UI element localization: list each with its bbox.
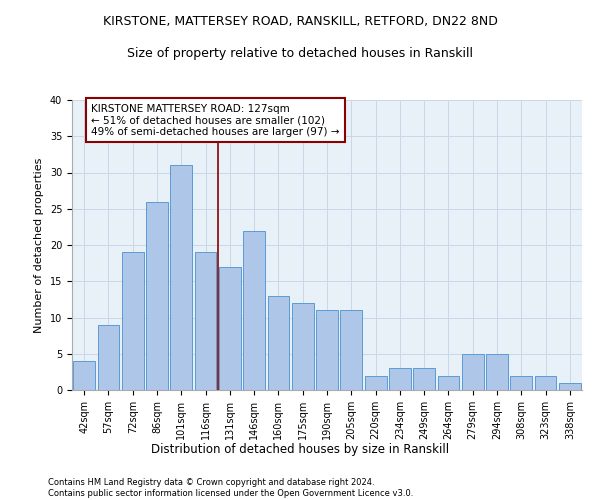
Text: KIRSTONE MATTERSEY ROAD: 127sqm
← 51% of detached houses are smaller (102)
49% o: KIRSTONE MATTERSEY ROAD: 127sqm ← 51% of… — [91, 104, 340, 137]
Bar — [194, 252, 217, 390]
Bar — [122, 252, 143, 390]
Text: KIRSTONE, MATTERSEY ROAD, RANSKILL, RETFORD, DN22 8ND: KIRSTONE, MATTERSEY ROAD, RANSKILL, RETF… — [103, 15, 497, 28]
Bar — [535, 376, 556, 390]
Bar — [243, 230, 265, 390]
Bar — [292, 303, 314, 390]
Text: Distribution of detached houses by size in Ranskill: Distribution of detached houses by size … — [151, 442, 449, 456]
Bar — [268, 296, 289, 390]
Y-axis label: Number of detached properties: Number of detached properties — [34, 158, 44, 332]
Bar — [437, 376, 460, 390]
Text: Contains HM Land Registry data © Crown copyright and database right 2024.
Contai: Contains HM Land Registry data © Crown c… — [48, 478, 413, 498]
Bar — [146, 202, 168, 390]
Bar — [559, 383, 581, 390]
Bar — [511, 376, 532, 390]
Bar — [73, 361, 95, 390]
Bar — [219, 267, 241, 390]
Bar — [97, 325, 119, 390]
Bar — [170, 165, 192, 390]
Bar — [316, 310, 338, 390]
Text: Size of property relative to detached houses in Ranskill: Size of property relative to detached ho… — [127, 48, 473, 60]
Bar — [340, 310, 362, 390]
Bar — [365, 376, 386, 390]
Bar — [413, 368, 435, 390]
Bar — [462, 354, 484, 390]
Bar — [486, 354, 508, 390]
Bar — [389, 368, 411, 390]
